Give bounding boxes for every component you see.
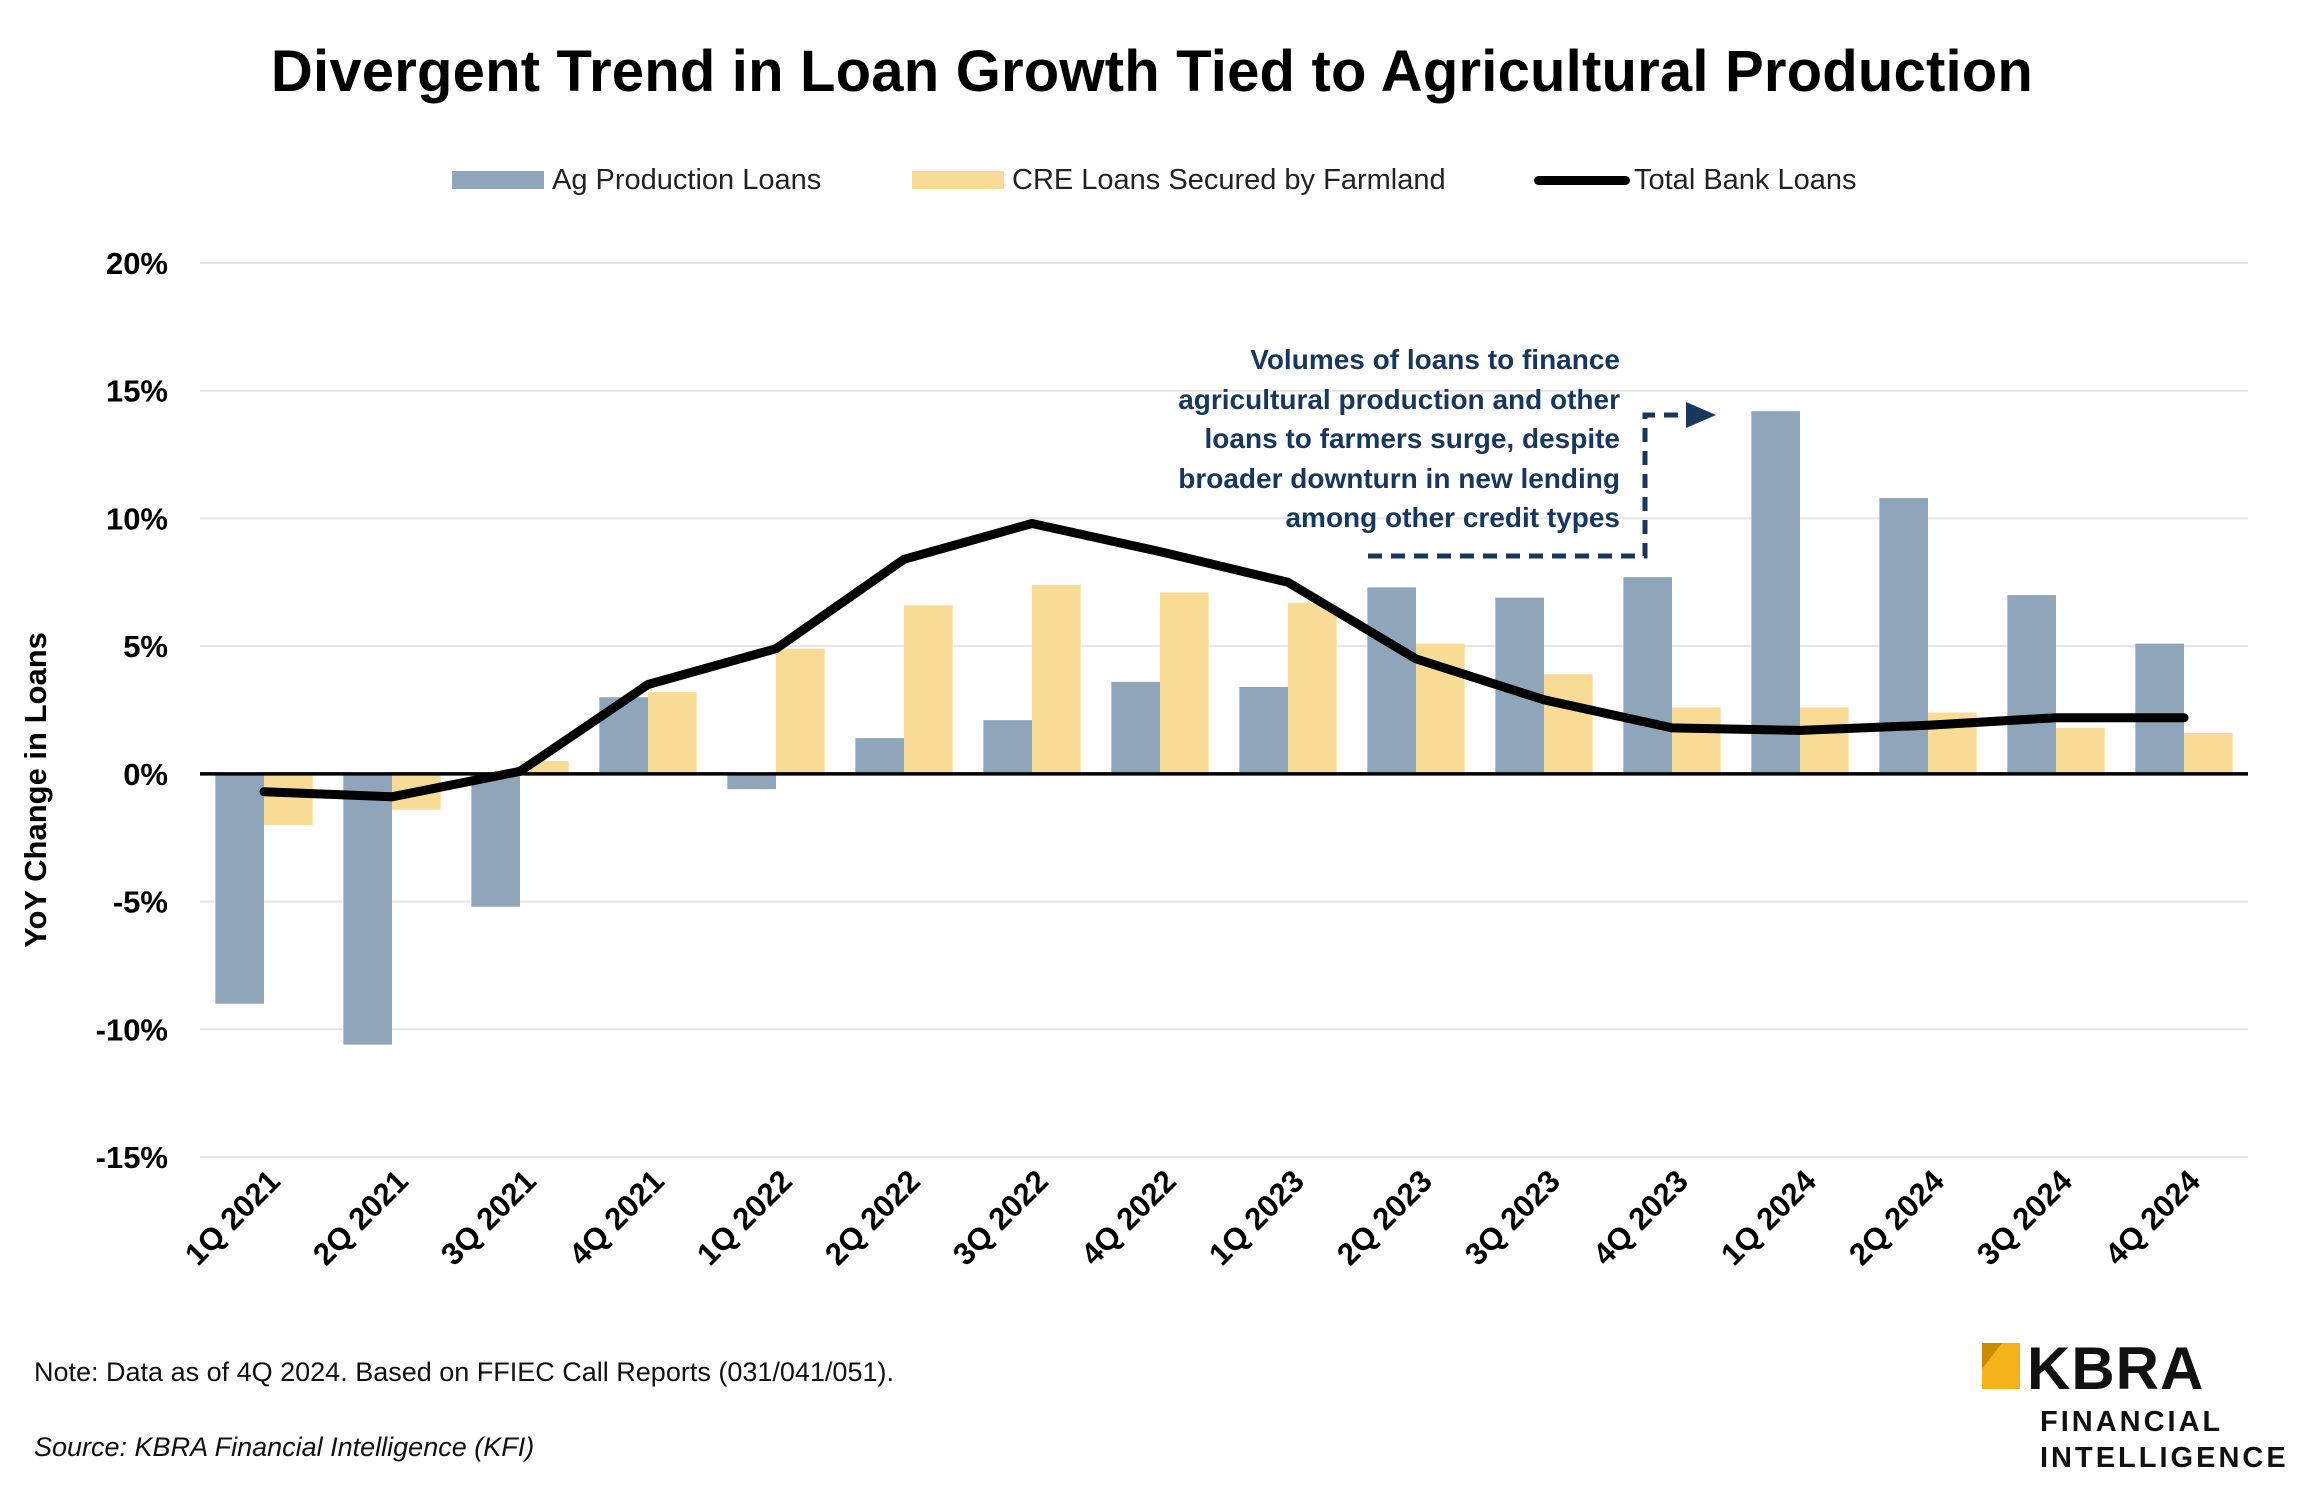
annotation-text: Volumes of loans to finance agricultural… bbox=[1060, 340, 1620, 538]
source-note: Source: KBRA Financial Intelligence (KFI… bbox=[34, 1432, 535, 1462]
legend-label-total-bank-loans: Total Bank Loans bbox=[1634, 163, 1857, 196]
legend-label-cre-farmland: CRE Loans Secured by Farmland bbox=[1012, 163, 1446, 196]
x-tick-label: 4Q 2022 bbox=[1074, 1163, 1183, 1272]
bar-ag-production bbox=[471, 773, 520, 907]
legend-swatch-cre-farmland bbox=[912, 171, 1004, 189]
x-tick-label: 3Q 2023 bbox=[1458, 1163, 1567, 1272]
legend-label-ag-production: Ag Production Loans bbox=[552, 163, 822, 196]
annotation-line: agricultural production and other bbox=[1178, 383, 1620, 415]
bar-ag-production bbox=[983, 720, 1032, 774]
bar-cre-farmland bbox=[1032, 584, 1081, 774]
x-tick-label: 2Q 2021 bbox=[306, 1163, 415, 1272]
x-tick-label: 1Q 2022 bbox=[690, 1163, 799, 1272]
bar-ag-production bbox=[1751, 411, 1800, 774]
bar-cre-farmland bbox=[1160, 592, 1209, 774]
y-tick-label: 10% bbox=[106, 501, 168, 536]
bar-ag-production bbox=[2007, 595, 2056, 774]
bar-cre-farmland bbox=[904, 605, 953, 774]
kbra-logo: KBRA FINANCIAL INTELLIGENCE bbox=[1982, 1335, 2292, 1480]
bar-cre-farmland bbox=[1800, 707, 1849, 774]
legend: Ag Production Loans CRE Loans Secured by… bbox=[0, 160, 2304, 200]
bar-cre-farmland bbox=[264, 773, 313, 825]
bar-cre-farmland bbox=[2056, 727, 2105, 774]
annotation-arrow-head bbox=[1686, 402, 1716, 428]
annotation-line: Volumes of loans to finance bbox=[1250, 344, 1620, 375]
legend-item-cre-farmland: CRE Loans Secured by Farmland bbox=[912, 160, 1446, 200]
bar-ag-production bbox=[2135, 643, 2184, 774]
footnote: Note: Data as of 4Q 2024. Based on FFIEC… bbox=[34, 1357, 894, 1387]
x-tick-label: 2Q 2024 bbox=[1842, 1163, 1951, 1272]
x-tick-label: 3Q 2024 bbox=[1970, 1163, 2079, 1272]
bar-ag-production bbox=[1111, 681, 1160, 774]
y-tick-label: 0% bbox=[123, 757, 168, 792]
bar-cre-farmland bbox=[1672, 707, 1721, 774]
bar-ag-production bbox=[1367, 587, 1416, 774]
y-tick-label: -10% bbox=[96, 1012, 168, 1047]
y-tick-label: -5% bbox=[113, 885, 168, 920]
annotation-line: among other credit types bbox=[1285, 502, 1620, 533]
plot-area: 20%15%10%5%0%-5%-10%-15%1Q 2021 2Q 2021 3Q… bbox=[96, 246, 2248, 1272]
legend-item-total-bank-loans: Total Bank Loans bbox=[1534, 160, 1856, 200]
x-tick-label: 1Q 2023 bbox=[1202, 1163, 1311, 1272]
x-tick-label: 2Q 2022 bbox=[818, 1163, 927, 1272]
logo-mark-icon bbox=[1982, 1343, 2020, 1389]
annotation-line: broader downturn in new lending bbox=[1178, 462, 1620, 494]
bar-ag-production bbox=[343, 773, 392, 1045]
bar-ag-production bbox=[215, 773, 264, 1004]
y-tick-label: 15% bbox=[106, 374, 168, 409]
y-tick-label: 5% bbox=[123, 629, 168, 664]
bar-cre-farmland bbox=[2184, 732, 2233, 774]
bar-ag-production bbox=[1623, 577, 1672, 774]
x-tick-label: 3Q 2022 bbox=[946, 1163, 1055, 1272]
annotation-line: loans to farmers surge, despite bbox=[1204, 423, 1620, 454]
bar-cre-farmland bbox=[648, 692, 697, 774]
logo-subtitle-line1: FINANCIAL bbox=[2040, 1406, 2224, 1438]
logo-subtitle-line2: INTELLIGENCE bbox=[2040, 1442, 2289, 1474]
line-total-bank-loans bbox=[259, 519, 2189, 802]
x-tick-label: 1Q 2021 bbox=[178, 1163, 287, 1272]
x-tick-label: 2Q 2023 bbox=[1330, 1163, 1439, 1272]
bar-ag-production bbox=[1239, 687, 1288, 774]
bar-cre-farmland bbox=[776, 648, 825, 774]
bar-ag-production bbox=[727, 773, 776, 790]
annotation-arrow-line bbox=[1368, 412, 1690, 559]
x-tick-label: 4Q 2021 bbox=[562, 1163, 671, 1272]
legend-line-total-bank-loans bbox=[1534, 175, 1630, 185]
bar-ag-production bbox=[855, 738, 904, 774]
y-axis-label: YoY Change in Loans bbox=[18, 632, 53, 948]
x-tick-label: 3Q 2021 bbox=[434, 1163, 543, 1272]
legend-swatch-ag-production bbox=[452, 171, 544, 189]
x-tick-label: 4Q 2023 bbox=[1586, 1163, 1695, 1272]
x-tick-label: 1Q 2024 bbox=[1714, 1163, 1823, 1272]
chart-title: Divergent Trend in Loan Growth Tied to A… bbox=[270, 39, 2034, 104]
legend-item-ag-production: Ag Production Loans bbox=[452, 160, 821, 200]
x-tick-label: 4Q 2024 bbox=[2098, 1163, 2207, 1272]
bar-cre-farmland bbox=[1288, 602, 1337, 774]
y-tick-label: 20% bbox=[106, 246, 168, 281]
bar-cre-farmland bbox=[1544, 674, 1593, 774]
y-tick-label: -15% bbox=[96, 1140, 168, 1175]
bar-ag-production bbox=[1879, 497, 1928, 774]
logo-wordmark: KBRA bbox=[2027, 1335, 2205, 1402]
